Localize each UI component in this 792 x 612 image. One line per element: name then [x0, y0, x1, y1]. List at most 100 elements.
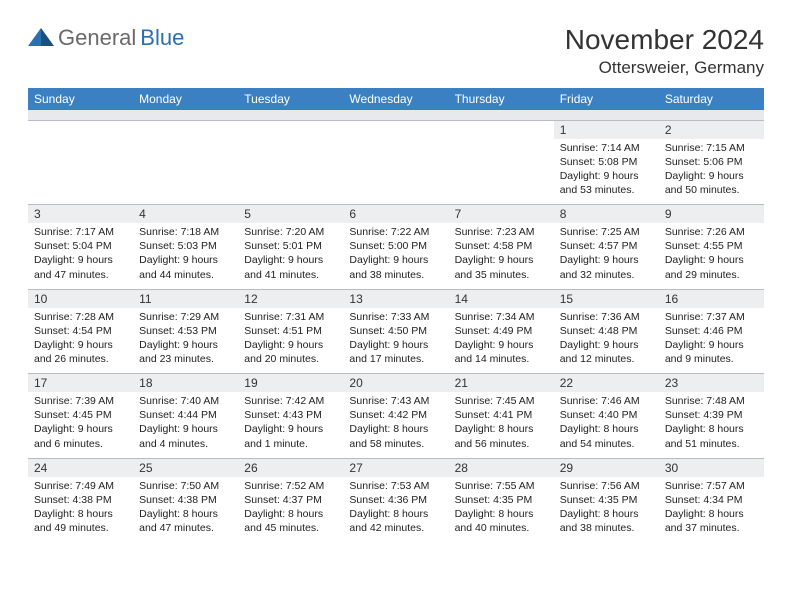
day-number-cell: 12 [238, 289, 343, 308]
day-header: Wednesday [343, 88, 448, 110]
daylight-text: Daylight: 8 hours and 37 minutes. [665, 507, 758, 535]
daylight-text: Daylight: 9 hours and 6 minutes. [34, 422, 127, 450]
day-header: Sunday [28, 88, 133, 110]
day-header: Tuesday [238, 88, 343, 110]
day-info-cell: Sunrise: 7:45 AMSunset: 4:41 PMDaylight:… [449, 392, 554, 458]
day-number-cell: 18 [133, 374, 238, 393]
day-info-cell [238, 139, 343, 205]
sunrise-text: Sunrise: 7:26 AM [665, 225, 758, 239]
sunrise-text: Sunrise: 7:46 AM [560, 394, 653, 408]
day-header: Thursday [449, 88, 554, 110]
month-title: November 2024 [565, 24, 764, 56]
day-info-cell: Sunrise: 7:15 AMSunset: 5:06 PMDaylight:… [659, 139, 764, 205]
sunrise-text: Sunrise: 7:29 AM [139, 310, 232, 324]
day-info-cell: Sunrise: 7:46 AMSunset: 4:40 PMDaylight:… [554, 392, 659, 458]
day-info-cell: Sunrise: 7:18 AMSunset: 5:03 PMDaylight:… [133, 223, 238, 289]
daylight-text: Daylight: 9 hours and 4 minutes. [139, 422, 232, 450]
daylight-text: Daylight: 9 hours and 9 minutes. [665, 338, 758, 366]
day-info-cell: Sunrise: 7:57 AMSunset: 4:34 PMDaylight:… [659, 477, 764, 543]
day-number-cell: 3 [28, 205, 133, 224]
daylight-text: Daylight: 9 hours and 26 minutes. [34, 338, 127, 366]
day-info-cell: Sunrise: 7:17 AMSunset: 5:04 PMDaylight:… [28, 223, 133, 289]
sunset-text: Sunset: 5:04 PM [34, 239, 127, 253]
title-block: November 2024 Ottersweier, Germany [565, 24, 764, 78]
day-header: Saturday [659, 88, 764, 110]
daylight-text: Daylight: 9 hours and 32 minutes. [560, 253, 653, 281]
day-info-cell: Sunrise: 7:34 AMSunset: 4:49 PMDaylight:… [449, 308, 554, 374]
daylight-text: Daylight: 9 hours and 1 minute. [244, 422, 337, 450]
day-number-cell [238, 120, 343, 139]
sunset-text: Sunset: 5:00 PM [349, 239, 442, 253]
sunrise-text: Sunrise: 7:25 AM [560, 225, 653, 239]
sunset-text: Sunset: 4:43 PM [244, 408, 337, 422]
day-number-cell [133, 120, 238, 139]
day-info-cell: Sunrise: 7:55 AMSunset: 4:35 PMDaylight:… [449, 477, 554, 543]
day-info-row: Sunrise: 7:28 AMSunset: 4:54 PMDaylight:… [28, 308, 764, 374]
daylight-text: Daylight: 9 hours and 14 minutes. [455, 338, 548, 366]
day-number-cell: 25 [133, 458, 238, 477]
day-info-cell: Sunrise: 7:50 AMSunset: 4:38 PMDaylight:… [133, 477, 238, 543]
day-number-cell: 16 [659, 289, 764, 308]
sunset-text: Sunset: 4:39 PM [665, 408, 758, 422]
sunrise-text: Sunrise: 7:28 AM [34, 310, 127, 324]
sunrise-text: Sunrise: 7:40 AM [139, 394, 232, 408]
day-number-cell: 7 [449, 205, 554, 224]
sunrise-text: Sunrise: 7:53 AM [349, 479, 442, 493]
sunrise-text: Sunrise: 7:18 AM [139, 225, 232, 239]
day-info-cell: Sunrise: 7:36 AMSunset: 4:48 PMDaylight:… [554, 308, 659, 374]
daylight-text: Daylight: 9 hours and 17 minutes. [349, 338, 442, 366]
sunrise-text: Sunrise: 7:49 AM [34, 479, 127, 493]
day-number-cell: 4 [133, 205, 238, 224]
sunrise-text: Sunrise: 7:20 AM [244, 225, 337, 239]
sunrise-text: Sunrise: 7:15 AM [665, 141, 758, 155]
sunrise-text: Sunrise: 7:50 AM [139, 479, 232, 493]
logo-text-2: Blue [140, 25, 184, 51]
sunrise-text: Sunrise: 7:33 AM [349, 310, 442, 324]
sunset-text: Sunset: 4:54 PM [34, 324, 127, 338]
sunrise-text: Sunrise: 7:55 AM [455, 479, 548, 493]
day-info-cell: Sunrise: 7:52 AMSunset: 4:37 PMDaylight:… [238, 477, 343, 543]
sunset-text: Sunset: 4:35 PM [560, 493, 653, 507]
day-number-cell: 19 [238, 374, 343, 393]
day-header-row: Sunday Monday Tuesday Wednesday Thursday… [28, 88, 764, 110]
day-header: Monday [133, 88, 238, 110]
logo-mark-icon [28, 24, 54, 51]
day-number-cell: 23 [659, 374, 764, 393]
sunrise-text: Sunrise: 7:39 AM [34, 394, 127, 408]
day-number-cell: 14 [449, 289, 554, 308]
day-number-cell: 28 [449, 458, 554, 477]
sunset-text: Sunset: 5:06 PM [665, 155, 758, 169]
sunset-text: Sunset: 4:46 PM [665, 324, 758, 338]
sunset-text: Sunset: 4:44 PM [139, 408, 232, 422]
sunrise-text: Sunrise: 7:36 AM [560, 310, 653, 324]
sunset-text: Sunset: 4:38 PM [139, 493, 232, 507]
day-info-cell: Sunrise: 7:37 AMSunset: 4:46 PMDaylight:… [659, 308, 764, 374]
daylight-text: Daylight: 8 hours and 40 minutes. [455, 507, 548, 535]
day-number-row: 12 [28, 120, 764, 139]
day-number-cell: 9 [659, 205, 764, 224]
day-info-cell: Sunrise: 7:53 AMSunset: 4:36 PMDaylight:… [343, 477, 448, 543]
sunrise-text: Sunrise: 7:37 AM [665, 310, 758, 324]
day-number-cell [449, 120, 554, 139]
sunset-text: Sunset: 4:36 PM [349, 493, 442, 507]
day-info-cell [343, 139, 448, 205]
day-header: Friday [554, 88, 659, 110]
day-number-cell [28, 120, 133, 139]
sunrise-text: Sunrise: 7:17 AM [34, 225, 127, 239]
daylight-text: Daylight: 8 hours and 58 minutes. [349, 422, 442, 450]
calendar-table: Sunday Monday Tuesday Wednesday Thursday… [28, 88, 764, 543]
daylight-text: Daylight: 8 hours and 54 minutes. [560, 422, 653, 450]
day-info-cell: Sunrise: 7:14 AMSunset: 5:08 PMDaylight:… [554, 139, 659, 205]
day-number-cell: 5 [238, 205, 343, 224]
day-info-cell: Sunrise: 7:40 AMSunset: 4:44 PMDaylight:… [133, 392, 238, 458]
day-info-cell: Sunrise: 7:56 AMSunset: 4:35 PMDaylight:… [554, 477, 659, 543]
day-info-cell [28, 139, 133, 205]
day-info-cell: Sunrise: 7:31 AMSunset: 4:51 PMDaylight:… [238, 308, 343, 374]
day-number-row: 17181920212223 [28, 374, 764, 393]
day-number-cell: 22 [554, 374, 659, 393]
page-header: GeneralBlue November 2024 Ottersweier, G… [28, 24, 764, 78]
day-number-cell: 21 [449, 374, 554, 393]
sunset-text: Sunset: 4:40 PM [560, 408, 653, 422]
sunrise-text: Sunrise: 7:23 AM [455, 225, 548, 239]
sunset-text: Sunset: 4:35 PM [455, 493, 548, 507]
